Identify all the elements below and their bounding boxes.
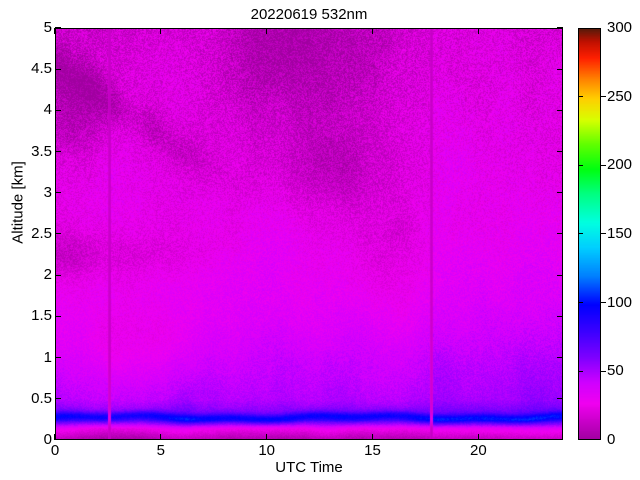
y-tick-label: 1 xyxy=(43,348,52,366)
y-tick-mark-right xyxy=(557,68,563,70)
y-tick-mark-right xyxy=(557,274,563,276)
y-tick-mark xyxy=(55,233,61,235)
y-tick-mark-right xyxy=(557,233,563,235)
y-tick-mark xyxy=(55,192,61,194)
x-axis-title: UTC Time xyxy=(275,459,343,476)
y-tick-mark-right xyxy=(557,192,563,194)
colorbar-tick-mark-right xyxy=(601,370,606,372)
colorbar-tick-label: 200 xyxy=(607,156,633,174)
y-tick-mark xyxy=(55,68,61,70)
colorbar-tick-label: 150 xyxy=(607,225,633,242)
colorbar-tick-mark-right xyxy=(601,95,606,97)
colorbar-tick-label: 0 xyxy=(607,431,616,448)
y-tick-mark-right xyxy=(557,398,563,400)
colorbar-tick-label: 250 xyxy=(607,87,633,105)
colorbar-tick-mark-right xyxy=(601,164,606,166)
colorbar-tick-label: 300 xyxy=(607,19,633,36)
y-tick-mark xyxy=(55,356,61,358)
y-tick-label: 3 xyxy=(43,183,52,201)
y-tick-label: 1.5 xyxy=(31,307,52,325)
y-tick-label: 2.5 xyxy=(31,225,52,242)
y-tick-mark xyxy=(55,27,61,29)
y-tick-label: 4.5 xyxy=(31,60,52,78)
y-tick-mark xyxy=(55,398,61,400)
colorbar-tick-mark-right xyxy=(601,233,606,235)
x-tick-mark-top xyxy=(54,28,56,34)
x-tick-label: 15 xyxy=(364,442,381,459)
colorbar-gradient xyxy=(579,29,600,439)
y-tick-mark xyxy=(55,274,61,276)
x-tick-mark-top xyxy=(477,28,479,34)
y-tick-label: 4 xyxy=(43,101,52,119)
x-tick-label: 20 xyxy=(469,442,487,459)
y-tick-mark xyxy=(55,150,61,152)
colorbar-tick-label: 100 xyxy=(607,293,633,311)
y-tick-mark-right xyxy=(557,356,563,358)
x-tick-mark-top xyxy=(371,28,373,34)
y-tick-mark xyxy=(55,439,61,441)
heatmap-axes[interactable] xyxy=(55,28,563,440)
y-tick-mark-right xyxy=(557,109,563,111)
x-tick-label: 10 xyxy=(258,442,275,459)
page-title: 20220619 532nm xyxy=(250,6,368,23)
y-tick-mark-right xyxy=(557,150,563,152)
y-tick-label: 2 xyxy=(43,266,52,284)
x-tick-mark-top xyxy=(160,28,162,34)
y-tick-mark xyxy=(55,315,61,317)
x-tick-mark xyxy=(54,434,56,440)
y-tick-mark-right xyxy=(557,27,563,29)
colorbar-tick-mark-left xyxy=(578,301,583,303)
colorbar-tick-mark-left xyxy=(578,370,583,372)
x-tick-mark-top xyxy=(265,28,267,34)
colorbar-tick-mark-left xyxy=(578,95,583,97)
heatmap-image xyxy=(56,29,562,439)
x-tick-mark xyxy=(371,434,373,440)
x-tick-label: 0 xyxy=(50,442,60,459)
y-tick-label: 0 xyxy=(43,431,52,448)
y-tick-mark-right xyxy=(557,439,563,441)
x-tick-mark xyxy=(265,434,267,440)
y-tick-label: 0.5 xyxy=(31,389,52,407)
y-tick-label: 3.5 xyxy=(31,142,52,160)
colorbar-tick-mark-right xyxy=(601,301,606,303)
colorbar-tick-mark-left xyxy=(578,233,583,235)
y-tick-mark xyxy=(55,109,61,111)
colorbar-tick-label: 50 xyxy=(607,362,624,380)
y-tick-mark-right xyxy=(557,315,563,317)
x-tick-mark xyxy=(477,434,479,440)
x-tick-label: 5 xyxy=(156,442,165,459)
y-axis-title: Altitude [km] xyxy=(9,161,27,244)
colorbar-tick-mark-left xyxy=(578,164,583,166)
y-tick-label: 5 xyxy=(43,19,52,36)
x-tick-mark xyxy=(160,434,162,440)
